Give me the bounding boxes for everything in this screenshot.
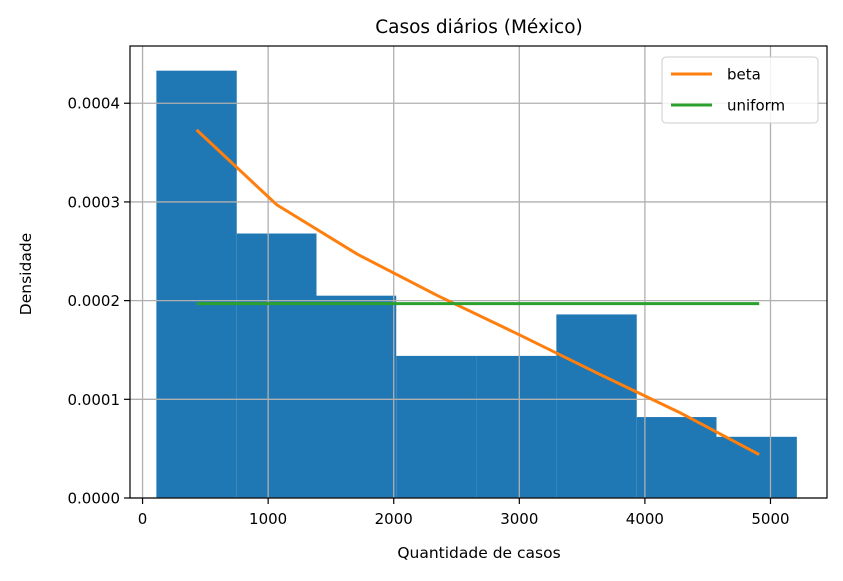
y-axis-label: Densidade [17, 233, 35, 315]
legend-label-beta: beta [727, 66, 761, 84]
tick-labels: 0 1000 2000 3000 4000 5000 0.0000 0.0001 0.0002 0… [68, 95, 790, 528]
legend-label-uniform: uniform [727, 97, 785, 115]
histogram-bar [476, 355, 557, 498]
x-axis-label: Quantidade de casos [397, 544, 560, 562]
histogram-bar [316, 295, 397, 498]
histogram-bar [396, 355, 477, 498]
plot-frame [129, 45, 828, 499]
histogram-bar [636, 417, 717, 498]
y-tick-label: 0.0002 [68, 292, 121, 310]
series-lines [195, 128, 760, 456]
histogram-bar [156, 70, 237, 498]
y-tick-label: 0.0003 [68, 193, 121, 211]
x-tick-label: 5000 [751, 510, 789, 528]
histogram-bar [556, 314, 637, 498]
axes [129, 45, 828, 499]
y-tick-label: 0.0004 [68, 95, 121, 113]
x-tick-label: 1000 [249, 510, 287, 528]
y-tick-label: 0.0000 [68, 490, 121, 508]
histogram-bars [156, 70, 797, 498]
histogram-bar [236, 233, 317, 498]
x-tick-label: 2000 [375, 510, 413, 528]
chart-title: Casos diários (México) [375, 17, 583, 38]
histogram-bar [716, 436, 797, 498]
series-line-beta [195, 128, 760, 456]
y-tick-label: 0.0001 [68, 391, 121, 409]
x-tick-label: 3000 [500, 510, 538, 528]
x-tick-label: 4000 [626, 510, 664, 528]
x-tick-label: 0 [138, 510, 148, 528]
legend: beta uniform [661, 56, 819, 124]
